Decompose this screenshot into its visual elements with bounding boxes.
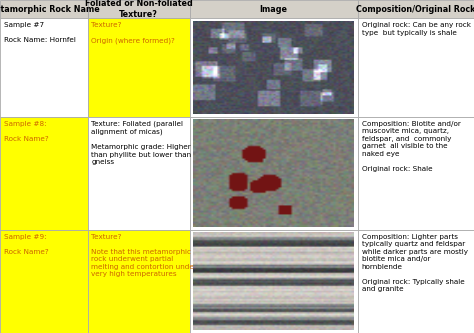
Bar [88, 230, 190, 333]
Text: Original rock: Can be any rock
type  but typically is shale: Original rock: Can be any rock type but … [362, 22, 471, 36]
Text: Texture?

Note that this metamorphic
rock underwent partial
melting and contorti: Texture? Note that this metamorphic rock… [91, 234, 197, 277]
Bar [358, 0, 474, 18]
Bar [358, 230, 474, 333]
Text: Sample #9:

Rock Name?: Sample #9: Rock Name? [4, 234, 48, 255]
Text: Texture: Foliated (parallel
alignment of micas)

Metamorphic grade: Higher
than : Texture: Foliated (parallel alignment of… [91, 121, 191, 165]
Bar [88, 117, 190, 230]
Text: Sample #8:

Rock Name?: Sample #8: Rock Name? [4, 121, 48, 142]
Bar [190, 0, 358, 18]
Bar [358, 117, 474, 230]
Bar [0, 0, 88, 18]
Bar [190, 18, 358, 117]
Text: Composition: Biotite and/or
muscovite mica, quartz,
feldspar, and  commonly
garn: Composition: Biotite and/or muscovite mi… [362, 121, 461, 171]
Bar [0, 230, 88, 333]
Bar [0, 18, 88, 117]
Bar [0, 117, 88, 230]
Text: Composition/Original Rock: Composition/Original Rock [356, 5, 474, 14]
Bar [358, 18, 474, 117]
Text: Metamorphic Rock Name: Metamorphic Rock Name [0, 5, 100, 14]
Text: Texture?

Origin (where formed)?: Texture? Origin (where formed)? [91, 22, 175, 44]
Bar [88, 0, 190, 18]
Text: Foliated or Non-foliated
Texture?: Foliated or Non-foliated Texture? [85, 0, 192, 19]
Text: Sample #7

Rock Name: Hornfel: Sample #7 Rock Name: Hornfel [4, 22, 76, 43]
Text: Image: Image [260, 5, 288, 14]
Bar [190, 230, 358, 333]
Bar [190, 117, 358, 230]
Text: Composition: Lighter parts
typically quartz and feldspar
while darker parts are : Composition: Lighter parts typically qua… [362, 234, 468, 292]
Bar [88, 18, 190, 117]
